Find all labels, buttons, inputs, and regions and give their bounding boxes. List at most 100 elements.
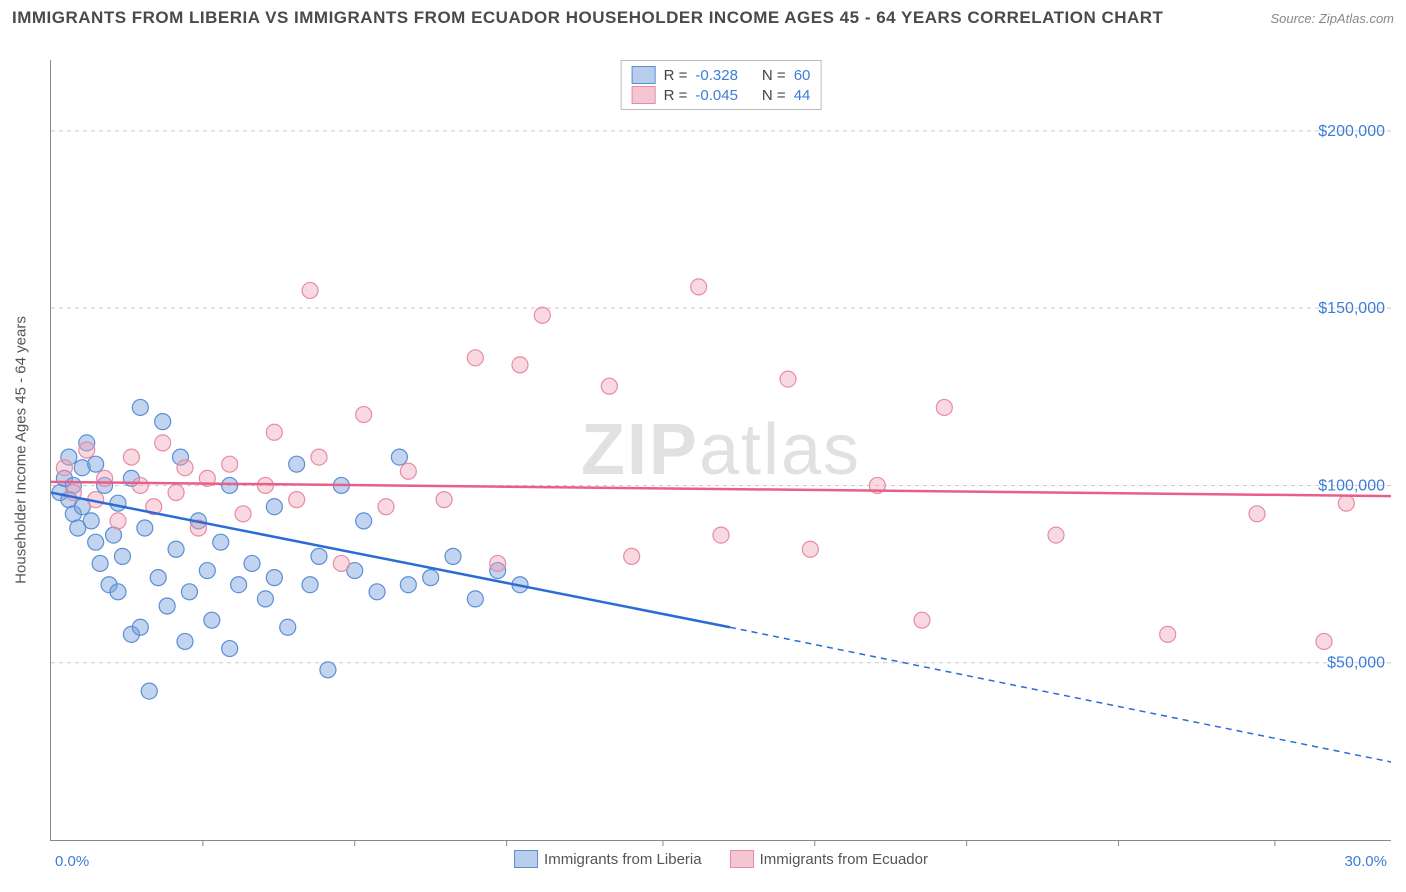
- legend-series: Immigrants from Liberia Immigrants from E…: [514, 850, 928, 868]
- data-point: [369, 584, 385, 600]
- legend-series-label: Immigrants from Liberia: [544, 851, 702, 868]
- data-point: [213, 534, 229, 550]
- data-point: [320, 662, 336, 678]
- data-point: [914, 612, 930, 628]
- plot-area: ZIPatlas Householder Income Ages 45 - 64…: [50, 60, 1391, 841]
- data-point: [150, 570, 166, 586]
- data-point: [110, 513, 126, 529]
- data-point: [311, 548, 327, 564]
- data-point: [177, 633, 193, 649]
- legend-swatch: [632, 86, 656, 104]
- data-point: [266, 499, 282, 515]
- data-point: [311, 449, 327, 465]
- data-point: [512, 357, 528, 373]
- data-point: [936, 399, 952, 415]
- data-point: [302, 282, 318, 298]
- source-label: Source: ZipAtlas.com: [1270, 11, 1394, 26]
- data-point: [56, 460, 72, 476]
- chart-svg: $50,000$100,000$150,000$200,0000.0%30.0%: [51, 60, 1391, 840]
- data-point: [1048, 527, 1064, 543]
- data-point: [83, 513, 99, 529]
- data-point: [691, 279, 707, 295]
- legend-series-label: Immigrants from Ecuador: [760, 851, 928, 868]
- y-axis-label: Householder Income Ages 45 - 64 years: [13, 316, 30, 584]
- data-point: [266, 570, 282, 586]
- data-point: [1338, 495, 1354, 511]
- data-point: [445, 548, 461, 564]
- legend-stat-row: R = -0.328 N = 60: [632, 65, 811, 85]
- data-point: [88, 456, 104, 472]
- legend-series-item: Immigrants from Ecuador: [730, 850, 928, 868]
- data-point: [199, 563, 215, 579]
- data-point: [802, 541, 818, 557]
- legend-stat-row: R = -0.045 N = 44: [632, 85, 811, 105]
- data-point: [181, 584, 197, 600]
- data-point: [97, 470, 113, 486]
- data-point: [391, 449, 407, 465]
- data-point: [88, 534, 104, 550]
- data-point: [110, 495, 126, 511]
- data-point: [467, 350, 483, 366]
- data-point: [467, 591, 483, 607]
- y-tick-label: $100,000: [1318, 477, 1385, 494]
- trend-line: [51, 482, 1391, 496]
- data-point: [168, 541, 184, 557]
- data-point: [114, 548, 130, 564]
- data-point: [132, 619, 148, 635]
- data-point: [79, 442, 95, 458]
- data-point: [123, 449, 139, 465]
- data-point: [235, 506, 251, 522]
- data-point: [155, 435, 171, 451]
- y-tick-label: $150,000: [1318, 300, 1385, 317]
- data-point: [280, 619, 296, 635]
- data-point: [423, 570, 439, 586]
- data-point: [490, 555, 506, 571]
- data-point: [289, 456, 305, 472]
- data-point: [333, 555, 349, 571]
- data-point: [378, 499, 394, 515]
- data-point: [132, 399, 148, 415]
- x-tick-label: 0.0%: [55, 853, 89, 870]
- data-point: [601, 378, 617, 394]
- data-point: [436, 492, 452, 508]
- data-point: [222, 456, 238, 472]
- data-point: [204, 612, 220, 628]
- data-point: [302, 577, 318, 593]
- data-point: [534, 307, 550, 323]
- data-point: [624, 548, 640, 564]
- legend-stats: R = -0.328 N = 60 R = -0.045 N = 44: [621, 60, 822, 110]
- legend-swatch: [730, 850, 754, 868]
- data-point: [92, 555, 108, 571]
- data-point: [244, 555, 260, 571]
- legend-swatch: [514, 850, 538, 868]
- data-point: [1316, 633, 1332, 649]
- trend-line-extrapolated: [730, 627, 1391, 762]
- data-point: [159, 598, 175, 614]
- data-point: [1160, 626, 1176, 642]
- data-point: [231, 577, 247, 593]
- data-point: [356, 407, 372, 423]
- x-tick-label: 30.0%: [1344, 853, 1387, 870]
- legend-swatch: [632, 66, 656, 84]
- data-point: [168, 485, 184, 501]
- y-tick-label: $50,000: [1327, 655, 1385, 672]
- data-point: [222, 477, 238, 493]
- data-point: [177, 460, 193, 476]
- data-point: [155, 414, 171, 430]
- chart-title: IMMIGRANTS FROM LIBERIA VS IMMIGRANTS FR…: [12, 8, 1163, 28]
- data-point: [257, 591, 273, 607]
- data-point: [222, 641, 238, 657]
- data-point: [289, 492, 305, 508]
- y-tick-label: $200,000: [1318, 123, 1385, 140]
- data-point: [106, 527, 122, 543]
- data-point: [137, 520, 153, 536]
- data-point: [780, 371, 796, 387]
- data-point: [713, 527, 729, 543]
- data-point: [400, 577, 416, 593]
- data-point: [110, 584, 126, 600]
- legend-series-item: Immigrants from Liberia: [514, 850, 702, 868]
- data-point: [1249, 506, 1265, 522]
- data-point: [400, 463, 416, 479]
- data-point: [356, 513, 372, 529]
- data-point: [266, 424, 282, 440]
